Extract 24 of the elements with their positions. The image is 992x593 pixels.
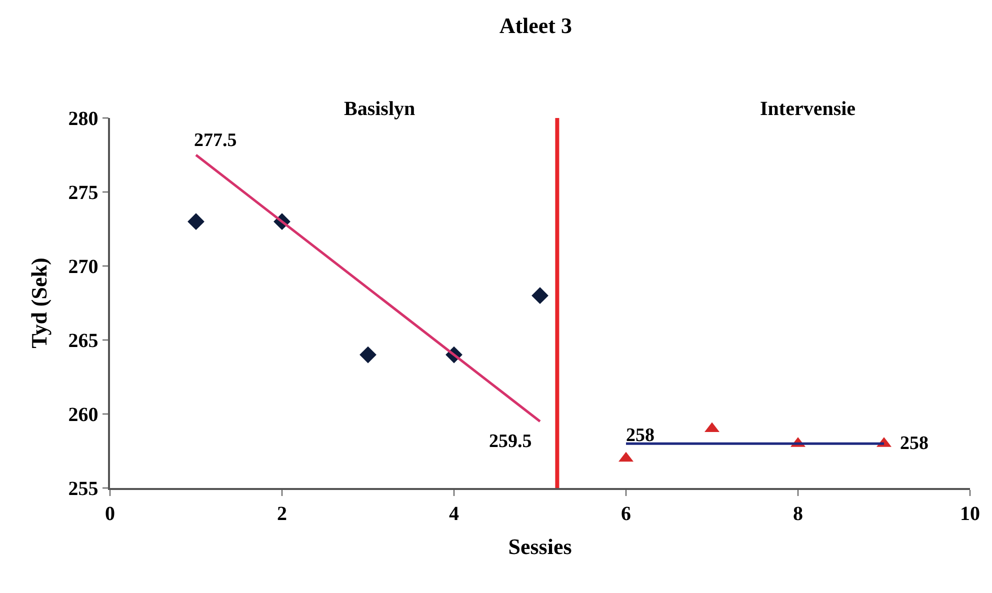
x-tick-label: 4	[449, 502, 459, 525]
x-tick-label: 8	[793, 502, 803, 525]
x-axis-title: Sessies	[508, 534, 572, 560]
chart-title: Atleet 3	[499, 13, 572, 38]
annotation: 258	[900, 433, 928, 454]
y-tick-label: 275	[68, 182, 98, 204]
annotation: Intervensie	[760, 98, 856, 120]
x-tick-label: 0	[105, 502, 115, 525]
y-tick-label: 280	[68, 108, 98, 130]
annotation: 277.5	[194, 130, 237, 151]
y-axis-title: Tyd (Sek)	[26, 258, 52, 348]
point	[360, 346, 376, 364]
y-tick-label: 265	[68, 330, 98, 352]
y-tick-label: 260	[68, 404, 98, 426]
x-tick-label: 6	[621, 502, 631, 525]
point	[188, 213, 204, 230]
x-tick-label: 2	[277, 502, 287, 525]
x-tick-label: 10	[960, 502, 980, 525]
annotation: 259.5	[489, 431, 532, 452]
y-tick-label: 255	[68, 478, 98, 500]
y-tick-label: 270	[68, 256, 98, 278]
annotation: Basislyn	[344, 98, 416, 120]
annotation: 258	[626, 425, 654, 446]
point	[532, 287, 548, 304]
